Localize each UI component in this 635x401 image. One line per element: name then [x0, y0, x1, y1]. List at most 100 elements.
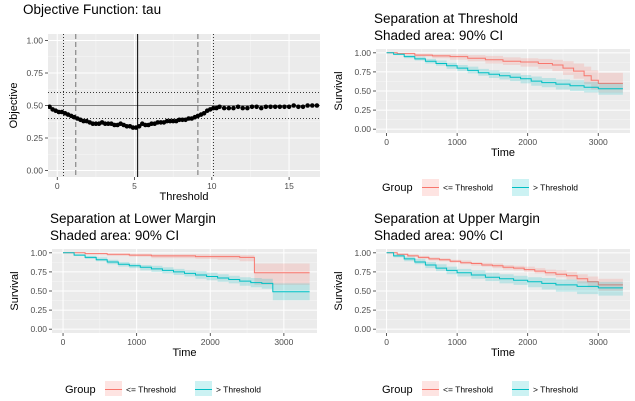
data-point [277, 104, 283, 110]
legend-label: <= Threshold [443, 385, 493, 395]
data-point [240, 105, 246, 111]
plot-area [63, 252, 310, 301]
legend-label: <= Threshold [443, 183, 493, 193]
data-point [235, 104, 241, 110]
survival-curve [386, 52, 623, 90]
chart-title: Separation at Lower Margin [50, 211, 216, 226]
x-tick-label: 3000 [589, 337, 608, 347]
legend-label: > Threshold [216, 385, 261, 395]
chart-panel-1: Objective Function: tau 0.00 0.25 0.50 0.75 1… [8, 2, 320, 203]
y-tick-label: 0.00 [354, 124, 371, 134]
y-tick-label: 0.50 [26, 101, 43, 111]
y-tick-label: 0.00 [30, 324, 47, 334]
data-point [272, 104, 278, 110]
data-point [300, 104, 306, 110]
x-tick-label: 0 [384, 337, 389, 347]
x-tick-label: 5 [132, 181, 137, 191]
legend-key-fill [422, 381, 439, 398]
x-tick-label: 1000 [448, 137, 467, 147]
chart-title: Separation at Upper Margin [374, 211, 540, 226]
confidence-band [386, 252, 623, 291]
x-tick-label: 2000 [201, 337, 220, 347]
data-point [136, 124, 142, 129]
data-point [291, 103, 297, 108]
plot-area [386, 52, 623, 95]
series-le-threshold [386, 252, 623, 291]
x-tick-label: 0 [61, 337, 66, 347]
series-le-threshold [386, 52, 623, 93]
y-tick-label: 0.50 [30, 286, 47, 296]
y-tick-label: 0.25 [354, 105, 371, 115]
plot-area [386, 252, 623, 296]
series-gt-threshold [63, 252, 310, 301]
y-axis-label: Survival [333, 71, 345, 110]
series-le-threshold [63, 252, 310, 285]
chart-subtitle: Shaded area: 90% CI [374, 28, 503, 43]
y-tick-label: 0.50 [354, 86, 371, 96]
y-tick-label: 0.25 [26, 133, 43, 143]
series-gt-threshold [386, 252, 623, 296]
legend: Group <= Threshold > Threshold [382, 381, 578, 398]
data-point [258, 105, 264, 111]
data-point [296, 104, 301, 110]
x-axis-label: Time [172, 347, 196, 359]
data-point [286, 104, 292, 110]
data-point [305, 103, 310, 108]
y-tick-label: 0.00 [26, 166, 43, 176]
data-point [231, 105, 236, 111]
confidence-band [63, 252, 310, 285]
data-point [309, 103, 315, 108]
y-axis-label: Objective [8, 83, 20, 129]
legend-key-fill [195, 381, 212, 398]
x-tick-label: 1000 [127, 337, 146, 347]
x-axis-label: Time [491, 147, 515, 159]
legend: Group <= Threshold > Threshold [382, 179, 578, 196]
data-point [254, 104, 259, 110]
legend-label: <= Threshold [126, 385, 176, 395]
chart-panel-4: Separation at Upper Margin Shaded area: 9… [333, 211, 630, 398]
y-tick-label: 0.75 [26, 68, 43, 78]
y-tick-label: 1.00 [354, 248, 371, 258]
x-tick-label: 2000 [518, 137, 537, 147]
legend-key-fill [105, 381, 122, 398]
y-axis-label: Survival [9, 271, 21, 310]
survival-curve [63, 252, 310, 293]
data-point [221, 105, 227, 111]
data-point [263, 104, 269, 110]
x-tick-label: 1000 [448, 337, 467, 347]
data-point [314, 103, 320, 108]
chart-title: Objective Function: tau [23, 2, 161, 17]
chart-subtitle: Shaded area: 90% CI [50, 228, 179, 243]
y-tick-label: 1.00 [354, 48, 371, 58]
legend-title: Group [382, 384, 413, 396]
legend-key-fill [512, 381, 529, 398]
legend-label: > Threshold [533, 385, 578, 395]
survival-curve [63, 252, 310, 274]
x-tick-label: 0 [384, 137, 389, 147]
x-tick-label: 0 [55, 181, 60, 191]
survival-curve [386, 252, 623, 289]
chart-panel-2: Separation at Threshold Shaded area: 90% … [333, 11, 630, 196]
series-gt-threshold [386, 52, 623, 95]
data-point [226, 105, 232, 111]
data-point [217, 104, 222, 110]
y-tick-label: 0.25 [354, 305, 371, 315]
x-axis-label: Time [491, 347, 515, 359]
chart-title: Separation at Threshold [374, 11, 518, 26]
data-point [245, 105, 250, 111]
data-point [268, 104, 273, 110]
y-tick-label: 0.00 [354, 324, 371, 334]
confidence-band [386, 52, 623, 93]
data-point [282, 104, 287, 110]
chart-panel-3: Separation at Lower Margin Shaded area: 9… [9, 211, 317, 398]
y-tick-label: 0.75 [30, 267, 47, 277]
x-tick-label: 2000 [518, 337, 537, 347]
x-tick-label: 15 [284, 181, 294, 191]
y-tick-label: 0.50 [354, 286, 371, 296]
legend-title: Group [382, 182, 413, 194]
x-tick-label: 3000 [274, 337, 293, 347]
y-tick-label: 0.75 [354, 267, 371, 277]
x-tick-label: 3000 [589, 137, 608, 147]
plot-area [48, 34, 320, 177]
survival-curve [386, 252, 623, 286]
